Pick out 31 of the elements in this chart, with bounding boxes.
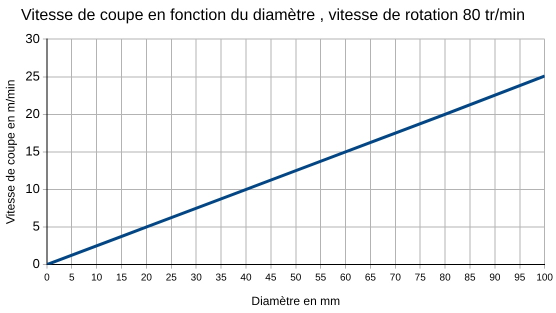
x-tick-label: 45 [265,272,277,284]
x-tick-label: 15 [116,272,128,284]
x-tick-label: 35 [216,272,228,284]
y-axis-title: Vitesse de coupe en m/min [4,80,18,224]
x-tick-label: 100 [536,272,554,284]
x-tick-label: 5 [68,272,75,284]
y-tick-label: 30 [25,30,40,46]
x-tick-label: 30 [190,272,202,284]
x-tick-label: 90 [489,272,501,284]
x-tick-label: 80 [440,272,452,284]
y-tick-label: 15 [25,143,40,158]
chart-title: Vitesse de coupe en fonction du diamètre , vitesse de rotation 80 tr/min [21,7,525,24]
x-tick-label: 65 [364,272,376,284]
x-tick-label: 85 [464,272,476,284]
x-tick-label: 70 [390,272,402,284]
y-tick-label: 10 [25,181,40,196]
x-tick-label: 50 [290,272,302,284]
y-tick-label: 20 [25,106,40,121]
x-tick-label: 95 [514,272,526,284]
x-tick-label: 55 [315,272,327,284]
x-tick-label: 60 [340,272,352,284]
y-tick-label: 5 [32,218,40,234]
x-tick-label: 0 [44,272,50,284]
x-tick-label: 40 [240,272,252,284]
y-tick-label: 0 [32,256,40,272]
x-tick-label: 20 [140,272,152,284]
x-axis-title: Diamètre en mm [251,294,340,308]
y-tick-label: 25 [25,68,40,84]
x-tick-label: 10 [91,272,103,284]
x-tick-label: 75 [414,272,426,284]
x-tick-label: 25 [166,272,178,284]
